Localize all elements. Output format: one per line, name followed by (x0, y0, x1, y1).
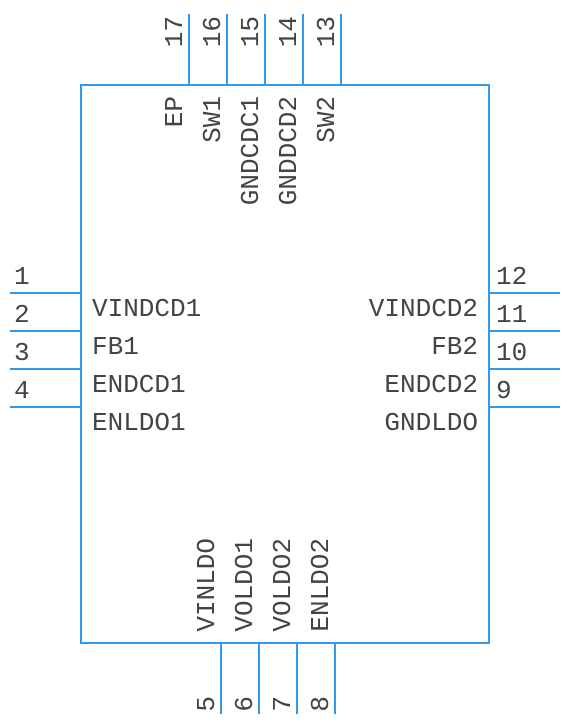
pin-number-3: 3 (14, 340, 30, 366)
pin-number-10: 10 (496, 340, 527, 366)
pin-number-9: 9 (496, 378, 512, 404)
pin-label-9: GNDLDO (384, 410, 478, 436)
pin-line-left-2 (10, 330, 80, 332)
pin-label-2: FB1 (92, 334, 139, 360)
pin-number-6: 6 (232, 696, 258, 712)
pin-number-8: 8 (308, 696, 334, 712)
pin-number-11: 11 (496, 302, 527, 328)
pin-line-left-3 (10, 368, 80, 370)
pin-label-8: ENLDO2 (308, 538, 334, 632)
pin-label-7: VOLDO2 (270, 538, 296, 632)
pin-number-14: 14 (276, 16, 302, 47)
pin-label-16: SW1 (200, 96, 226, 143)
pin-label-6: VOLDO1 (232, 538, 258, 632)
pin-label-13: SW2 (314, 96, 340, 143)
pin-label-17: EP (162, 96, 188, 127)
pin-number-16: 16 (200, 16, 226, 47)
pin-line-right-10 (490, 368, 560, 370)
pin-number-2: 2 (14, 302, 30, 328)
pin-number-15: 15 (238, 16, 264, 47)
pin-label-1: VINDCD1 (92, 296, 201, 322)
pin-label-3: ENDCD1 (92, 372, 186, 398)
pin-label-4: ENLDO1 (92, 410, 186, 436)
pin-label-10: ENDCD2 (384, 372, 478, 398)
pin-number-13: 13 (314, 16, 340, 47)
pin-number-12: 12 (496, 264, 527, 290)
pin-number-7: 7 (270, 696, 296, 712)
pin-line-right-11 (490, 330, 560, 332)
pin-line-right-9 (490, 406, 560, 408)
pin-number-4: 4 (14, 378, 30, 404)
pin-line-left-1 (10, 292, 80, 294)
pin-number-17: 17 (162, 16, 188, 47)
pin-label-15: GNDCDC1 (238, 96, 264, 205)
pin-label-14: GNDDCD2 (276, 96, 302, 205)
pin-line-left-4 (10, 406, 80, 408)
pin-label-11: FB2 (431, 334, 478, 360)
pin-number-5: 5 (194, 696, 220, 712)
pin-number-1: 1 (14, 264, 30, 290)
pin-label-5: VINLDO (194, 538, 220, 632)
pin-label-12: VINDCD2 (369, 296, 478, 322)
pin-line-right-12 (490, 292, 560, 294)
